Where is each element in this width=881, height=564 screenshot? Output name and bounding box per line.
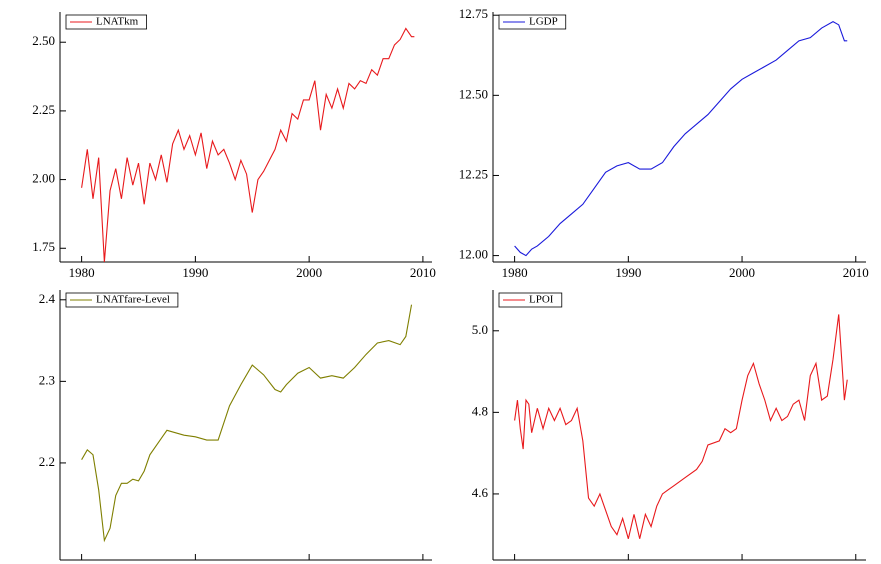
legend-label: LGDP xyxy=(529,16,558,28)
x-tick-label: 1980 xyxy=(69,265,95,280)
y-tick-label: 2.00 xyxy=(32,171,55,186)
legend-label: LNATfare-Level xyxy=(96,294,170,306)
y-tick-label: 12.25 xyxy=(459,166,488,181)
y-tick-label: 4.8 xyxy=(472,403,488,418)
x-tick-label: 1990 xyxy=(182,265,208,280)
legend-box xyxy=(498,14,567,30)
legend-box xyxy=(65,292,179,308)
x-tick-label: 2010 xyxy=(843,265,869,280)
data-line xyxy=(514,314,848,539)
x-tick-label: 1990 xyxy=(182,563,208,564)
y-tick-label: 4.6 xyxy=(472,485,489,500)
x-tick-label: 1980 xyxy=(502,563,528,564)
x-tick-label: 2010 xyxy=(410,563,436,564)
x-tick-label: 2000 xyxy=(296,563,322,564)
x-tick-label: 2000 xyxy=(729,563,755,564)
y-tick-label: 2.25 xyxy=(32,102,55,117)
y-tick-label: 2.4 xyxy=(39,291,56,306)
y-tick-label: 1.75 xyxy=(32,239,55,254)
legend: LGDP xyxy=(498,14,567,30)
data-line xyxy=(81,304,413,543)
x-tick-label: 2000 xyxy=(296,265,322,280)
y-tick-label: 12.00 xyxy=(459,247,488,262)
data-line xyxy=(514,20,848,257)
y-tick-label: 12.75 xyxy=(459,6,488,21)
y-tick-label: 2.2 xyxy=(39,454,55,469)
x-tick-label: 1980 xyxy=(69,563,95,564)
legend: LNATkm xyxy=(65,14,148,30)
data-line xyxy=(81,27,415,262)
x-tick-label: 1990 xyxy=(615,265,641,280)
legend: LNATfare-Level xyxy=(65,292,179,308)
x-tick-label: 1990 xyxy=(615,563,641,564)
legend-box xyxy=(498,292,563,308)
y-tick-label: 12.50 xyxy=(459,86,488,101)
x-tick-label: 2000 xyxy=(729,265,755,280)
legend-label: LNATkm xyxy=(96,16,139,28)
legend-box xyxy=(65,14,148,30)
legend: LPOI xyxy=(498,292,563,308)
y-tick-label: 5.0 xyxy=(472,322,488,337)
x-tick-label: 2010 xyxy=(410,265,436,280)
legend-label: LPOI xyxy=(529,294,554,306)
y-tick-label: 2.3 xyxy=(39,372,55,387)
y-tick-label: 2.50 xyxy=(32,33,55,48)
x-tick-label: 1980 xyxy=(502,265,528,280)
x-tick-label: 2010 xyxy=(843,563,869,564)
